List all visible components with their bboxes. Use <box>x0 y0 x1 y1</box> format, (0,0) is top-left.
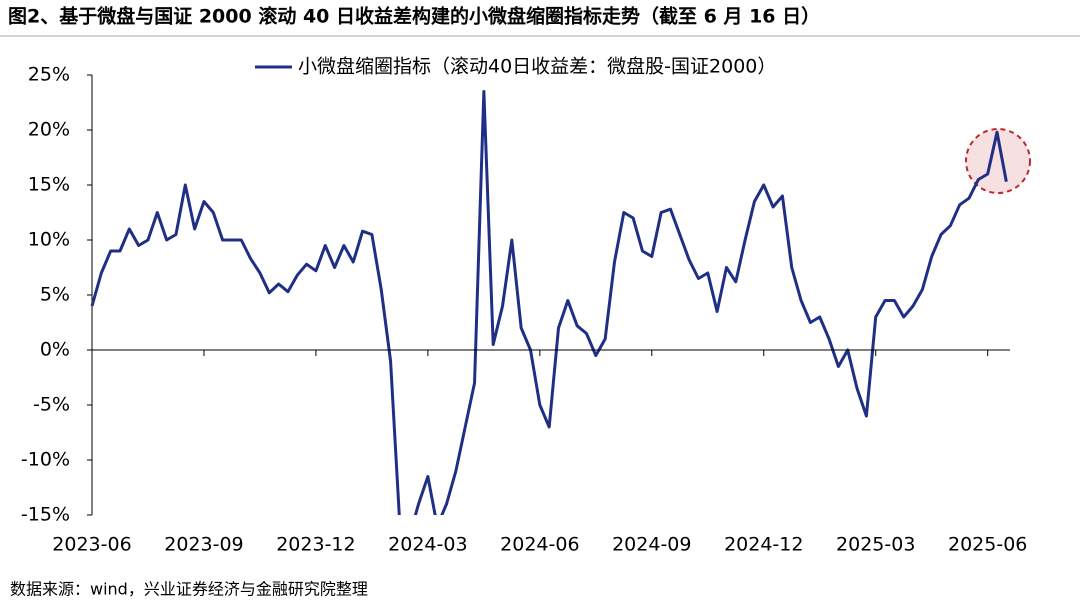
x-tick-label: 2023-12 <box>276 534 355 556</box>
x-tick-label: 2025-06 <box>948 534 1027 556</box>
x-tick-label: 2023-06 <box>52 534 131 556</box>
x-tick-label: 2025-03 <box>836 534 915 556</box>
x-tick-label: 2024-12 <box>724 534 803 556</box>
data-line <box>90 90 1008 515</box>
x-tick-label: 2024-06 <box>500 534 579 556</box>
y-tick-label: -5% <box>33 394 70 416</box>
y-tick-label: 5% <box>40 284 70 306</box>
y-tick-label: 20% <box>28 119 70 141</box>
source-note: 数据来源：wind，兴业证券经济与金融研究院整理 <box>10 580 368 599</box>
y-tick-label: 10% <box>28 229 70 251</box>
chart-title: 图2、基于微盘与国证 2000 滚动 40 日收益差构建的小微盘缩圈指标走势（截… <box>8 5 820 28</box>
x-tick-label: 2023-09 <box>164 534 243 556</box>
y-tick-label: 15% <box>28 174 70 196</box>
y-tick-label: -15% <box>21 504 70 526</box>
y-tick-label: 0% <box>40 339 70 361</box>
x-tick-label: 2024-03 <box>388 534 467 556</box>
legend-label: 小微盘缩圈指标（滚动40日收益差：微盘股-国证2000） <box>298 56 776 78</box>
y-tick-label: 25% <box>28 64 70 86</box>
y-tick-label: -10% <box>21 449 70 471</box>
x-tick-label: 2024-09 <box>612 534 691 556</box>
